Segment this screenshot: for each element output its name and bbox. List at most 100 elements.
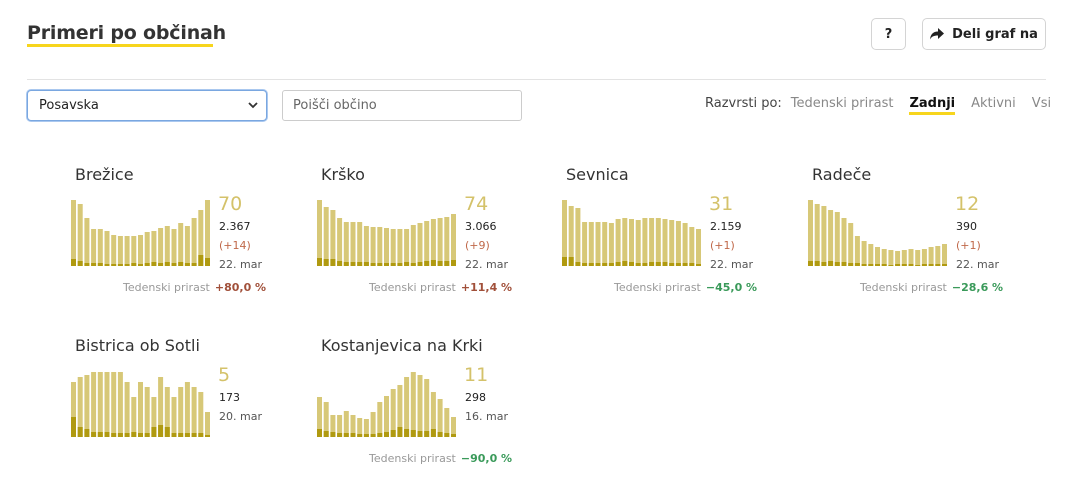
weekly-growth: Tedenski prirast +80,0 % xyxy=(123,281,266,294)
municipality-name: Radeče xyxy=(812,165,872,184)
trend-bar xyxy=(881,249,887,266)
trend-bar-active xyxy=(615,262,621,266)
daily-delta: (+1) xyxy=(956,239,981,252)
trend-bar xyxy=(424,379,430,437)
trend-bar-active xyxy=(397,427,403,437)
trend-bar-active xyxy=(377,263,383,266)
trend-bar xyxy=(424,221,430,266)
trend-bar xyxy=(888,250,894,266)
trend-bar xyxy=(343,411,349,437)
trend-bar xyxy=(343,222,349,266)
municipality-card[interactable]: Brežice 70 2.367 (+14) 22. mar Tedenski prira… xyxy=(71,165,315,305)
trend-bar xyxy=(363,419,369,437)
trend-bar xyxy=(417,375,423,437)
trend-bar-active xyxy=(84,429,90,437)
trend-bar xyxy=(390,389,396,437)
trend-bar xyxy=(568,206,574,266)
weekly-growth-value: −45,0 % xyxy=(705,281,758,294)
sort-option-weekly-growth[interactable]: Tedenski prirast xyxy=(790,96,894,111)
trend-bar-active xyxy=(91,263,97,266)
trend-bar-active xyxy=(191,263,197,266)
sort-controls: Razvrsti po: Tedenski prirast Zadnji Akt… xyxy=(705,96,1051,115)
trend-bar xyxy=(370,227,376,266)
sort-option-all[interactable]: Vsi xyxy=(1031,96,1052,111)
trend-bar-active xyxy=(330,259,336,266)
trend-bar xyxy=(642,218,648,266)
title-underline xyxy=(27,44,213,47)
sort-option-active[interactable]: Aktivni xyxy=(971,96,1016,111)
trend-bar xyxy=(323,402,329,437)
trend-bar xyxy=(77,204,83,266)
trend-bar-active xyxy=(337,261,343,266)
total-count: 2.159 xyxy=(710,220,742,233)
trend-bar-active xyxy=(77,261,83,266)
latest-value: 12 xyxy=(955,193,980,215)
help-button[interactable]: ? xyxy=(871,18,906,50)
trend-bar xyxy=(834,212,840,266)
last-date: 22. mar xyxy=(465,258,508,271)
trend-bar xyxy=(317,200,322,266)
last-date: 22. mar xyxy=(956,258,999,271)
municipality-name: Krško xyxy=(321,165,365,184)
trend-bar-active xyxy=(915,265,921,266)
trend-bar xyxy=(669,220,675,266)
trend-bar xyxy=(370,412,376,437)
trend-bar-active xyxy=(370,263,376,266)
municipality-card[interactable]: Kostanjevica na Krki 11 298 16. mar Tedenski… xyxy=(317,336,561,476)
trend-bar xyxy=(337,218,343,266)
trend-bar xyxy=(317,397,322,437)
latest-value: 5 xyxy=(218,364,231,386)
trend-bar xyxy=(111,372,117,437)
trend-bar xyxy=(629,219,634,266)
share-button-label: Deli graf na xyxy=(952,26,1038,42)
trend-bar xyxy=(178,387,184,437)
trend-bar xyxy=(323,207,329,266)
trend-bar xyxy=(655,218,661,266)
trend-bar xyxy=(942,244,947,266)
trend-bar-active xyxy=(144,433,150,437)
municipality-card[interactable]: Krško 74 3.066 (+9) 22. mar Tedenski prirast +… xyxy=(317,165,561,305)
municipality-search-input[interactable] xyxy=(282,90,522,121)
trend-bar-active xyxy=(117,433,123,437)
municipality-card[interactable]: Bistrica ob Sotli 5 173 20. mar xyxy=(71,336,315,476)
trend-bar-active xyxy=(854,263,860,266)
trend-bar-active xyxy=(841,262,847,266)
trend-bar xyxy=(198,210,204,266)
trend-bar-active xyxy=(377,433,383,437)
trend-bar xyxy=(184,226,190,266)
sort-option-latest[interactable]: Zadnji xyxy=(909,96,956,115)
trend-bar-active xyxy=(588,263,594,266)
total-count: 173 xyxy=(219,391,240,404)
daily-delta: (+9) xyxy=(465,239,490,252)
trend-bar-active xyxy=(111,264,117,266)
trend-bar-active xyxy=(151,262,157,266)
trend-bar-active xyxy=(682,263,688,266)
trend-bar xyxy=(131,397,137,437)
trend-bar xyxy=(97,372,103,437)
trend-bar-active xyxy=(417,262,423,266)
trend-bar-active xyxy=(124,264,130,266)
region-select[interactable]: Posavska xyxy=(27,90,267,121)
trend-bar xyxy=(330,415,336,437)
weekly-growth: Tedenski prirast −45,0 % xyxy=(614,281,757,294)
trend-bar xyxy=(84,375,90,437)
municipality-card[interactable]: Radeče 12 390 (+1) 22. mar Tedenski prirast −2… xyxy=(808,165,1052,305)
municipality-name: Bistrica ob Sotli xyxy=(75,336,200,355)
trend-bar-active xyxy=(814,261,820,266)
trend-bar xyxy=(921,249,927,266)
trend-bar-active xyxy=(131,263,137,266)
trend-bar-active xyxy=(430,260,436,266)
share-button[interactable]: Deli graf na xyxy=(922,18,1046,50)
trend-bar-active xyxy=(444,433,450,437)
trend-bar xyxy=(915,250,921,266)
trend-bar xyxy=(104,231,110,266)
weekly-growth-value: −90,0 % xyxy=(460,452,513,465)
trend-bar xyxy=(131,236,137,266)
trend-bar-active xyxy=(575,262,581,266)
municipality-card[interactable]: Sevnica 31 2.159 (+1) 22. mar Tedenski priras… xyxy=(562,165,806,305)
trend-bar xyxy=(828,210,834,266)
trend-bar-active xyxy=(198,255,204,266)
trend-bar-active xyxy=(582,263,588,266)
trend-bar xyxy=(117,372,123,437)
trend-bar-active xyxy=(104,264,110,266)
